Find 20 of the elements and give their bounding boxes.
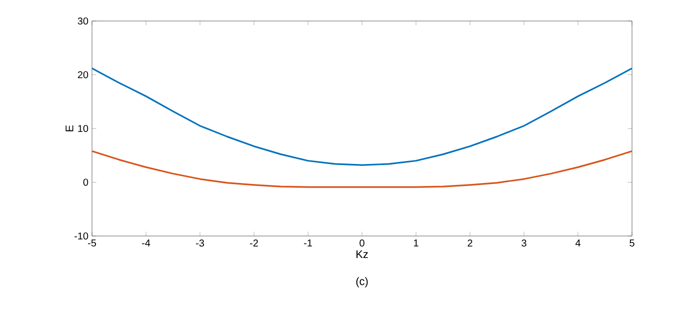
x-tick-label: 5 — [630, 240, 634, 246]
y-tick-label: 20 — [78, 71, 88, 78]
x-tick-label: -2 — [250, 240, 258, 246]
y-tick-label: 30 — [78, 17, 88, 25]
x-tick-label: 3 — [522, 240, 526, 247]
y-tick-label: -10 — [74, 232, 88, 240]
x-tick-label: -1 — [304, 240, 312, 246]
x-tick-label: 1 — [414, 240, 418, 246]
y-tick-label: 0 — [83, 178, 88, 186]
x-tick-label: -5 — [88, 240, 96, 246]
y-tick-label: 10 — [78, 124, 88, 132]
x-tick-label: -4 — [142, 240, 150, 246]
text: (c) — [356, 277, 368, 288]
x-tick-label: 2 — [468, 240, 472, 246]
line-series — [91, 68, 633, 166]
x-axis-title: Kz — [356, 250, 368, 258]
x-tick-label: -3 — [196, 240, 204, 247]
x-tick-label: 0 — [360, 240, 364, 247]
x-tick-label: 4 — [575, 240, 580, 246]
y-axis-title: E — [66, 125, 74, 132]
